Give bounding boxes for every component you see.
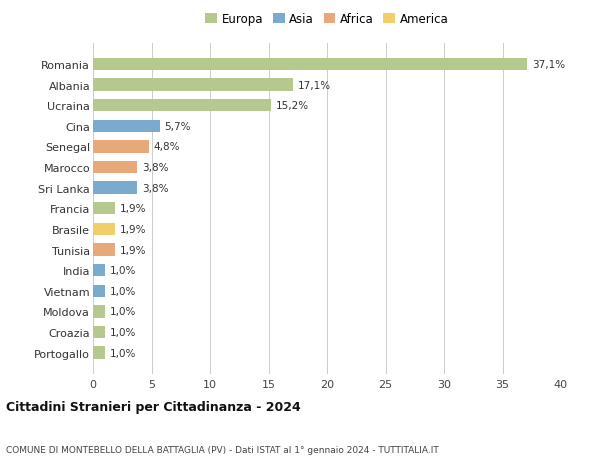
Text: 1,0%: 1,0%	[109, 286, 136, 296]
Text: COMUNE DI MONTEBELLO DELLA BATTAGLIA (PV) - Dati ISTAT al 1° gennaio 2024 - TUTT: COMUNE DI MONTEBELLO DELLA BATTAGLIA (PV…	[6, 445, 439, 454]
Bar	[93, 120, 160, 133]
Text: 1,0%: 1,0%	[109, 327, 136, 337]
Text: 3,8%: 3,8%	[142, 183, 169, 193]
Bar	[93, 223, 115, 235]
Bar	[93, 182, 137, 195]
Text: 17,1%: 17,1%	[298, 80, 331, 90]
Text: 1,9%: 1,9%	[120, 224, 146, 235]
Text: 15,2%: 15,2%	[275, 101, 308, 111]
Text: 37,1%: 37,1%	[532, 60, 565, 70]
Bar	[93, 79, 293, 91]
Bar	[93, 100, 271, 112]
Bar	[93, 306, 105, 318]
Bar	[93, 141, 149, 153]
Text: 1,9%: 1,9%	[120, 245, 146, 255]
Text: 1,0%: 1,0%	[109, 266, 136, 275]
Legend: Europa, Asia, Africa, America: Europa, Asia, Africa, America	[200, 9, 454, 31]
Text: 3,8%: 3,8%	[142, 162, 169, 173]
Bar	[93, 264, 105, 277]
Text: 1,0%: 1,0%	[109, 307, 136, 317]
Text: 1,0%: 1,0%	[109, 348, 136, 358]
Bar	[93, 59, 527, 71]
Text: 5,7%: 5,7%	[164, 122, 191, 132]
Text: Cittadini Stranieri per Cittadinanza - 2024: Cittadini Stranieri per Cittadinanza - 2…	[6, 400, 301, 413]
Bar	[93, 347, 105, 359]
Text: 1,9%: 1,9%	[120, 204, 146, 214]
Bar	[93, 285, 105, 297]
Bar	[93, 326, 105, 338]
Bar	[93, 244, 115, 256]
Text: 4,8%: 4,8%	[154, 142, 181, 152]
Bar	[93, 162, 137, 174]
Bar	[93, 203, 115, 215]
